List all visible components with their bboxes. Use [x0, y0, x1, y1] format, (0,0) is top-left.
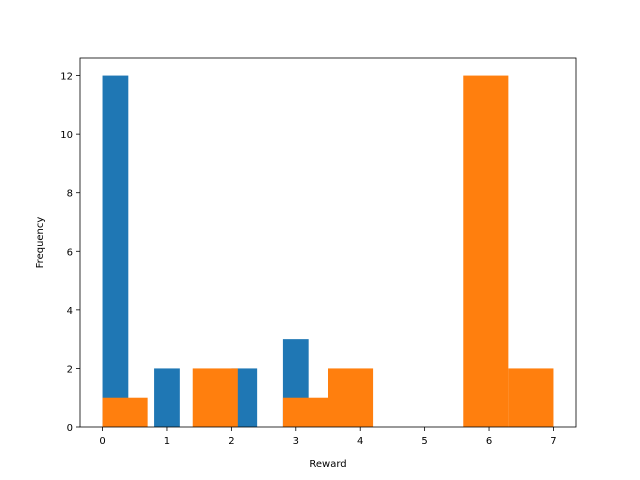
x-tick-label: 0: [99, 436, 105, 447]
x-tick-label: 4: [357, 436, 363, 447]
y-tick-label: 6: [67, 247, 73, 258]
x-tick-label: 3: [293, 436, 299, 447]
bar-series2-bin3: [282, 397, 328, 427]
y-tick-label: 0: [67, 423, 73, 434]
bar-series2-bin1: [102, 397, 148, 427]
bar-series2-bin6: [508, 368, 554, 427]
x-tick-label: 5: [421, 436, 427, 447]
bar-series2-bin5: [463, 75, 509, 428]
plot-frame: [79, 57, 577, 428]
x-tick-label: 1: [164, 436, 170, 447]
bar-series1-bin1: [102, 75, 129, 428]
x-axis-label: Reward: [309, 459, 346, 470]
y-tick-label: 2: [67, 364, 73, 375]
x-tick-label: 6: [486, 436, 492, 447]
x-tick-label: 2: [228, 436, 234, 447]
bars-layer: [102, 75, 554, 428]
y-axis-label: Frequency: [35, 217, 46, 269]
y-axis: 0 2 4 6 8 10 12: [60, 72, 80, 434]
y-tick-label: 8: [67, 189, 73, 200]
y-tick-label: 12: [60, 72, 73, 83]
x-axis: 0 1 2 3 4 5 6 7: [99, 427, 557, 447]
bar-series1-bin2: [154, 368, 180, 427]
x-tick-label: 7: [550, 436, 556, 447]
bar-series2-bin4: [328, 368, 374, 427]
y-tick-label: 4: [67, 306, 73, 317]
y-tick-label: 10: [60, 130, 73, 141]
bar-series2-bin2: [192, 368, 238, 427]
